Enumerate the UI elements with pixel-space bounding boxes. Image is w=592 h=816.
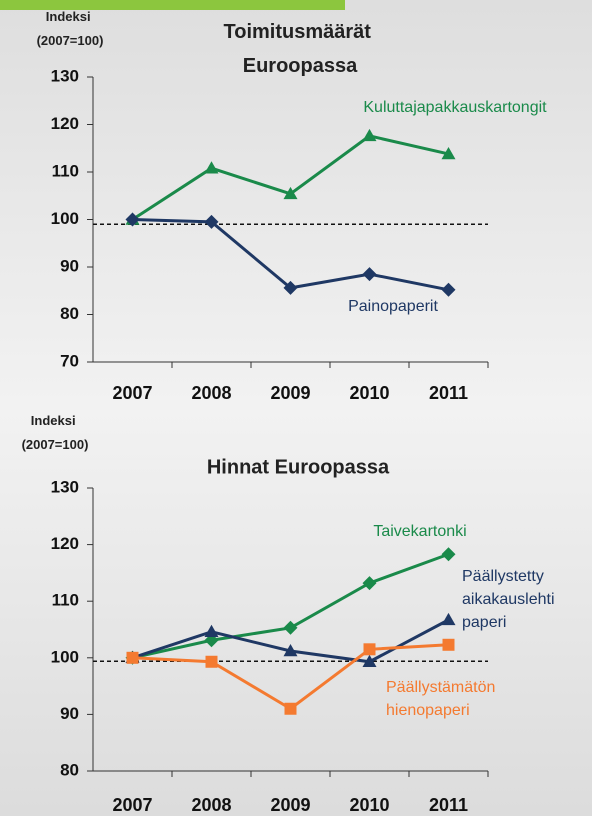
marker — [284, 702, 297, 715]
x-tick-label: 2010 — [349, 795, 389, 815]
marker — [126, 651, 139, 664]
chart-title: Hinnat Euroopassa — [207, 456, 390, 478]
x-tick-label: 2010 — [349, 383, 389, 403]
y-tick-label: 100 — [51, 647, 79, 666]
series-label: Painopaperit — [348, 298, 438, 315]
chart-title: Toimitusmäärät Euroopassa — [224, 21, 377, 77]
y-tick-label: 120 — [51, 534, 79, 553]
x-tick-label: 2011 — [429, 383, 468, 403]
marker — [441, 547, 456, 562]
marker — [362, 576, 377, 591]
x-tick-label: 2009 — [270, 795, 310, 815]
marker — [205, 655, 218, 668]
y-axis-label: Indeksi (2007=100) — [37, 9, 104, 48]
marker — [362, 128, 377, 142]
marker — [363, 643, 376, 656]
marker — [204, 624, 219, 638]
marker — [204, 161, 219, 174]
y-tick-label: 70 — [60, 351, 79, 370]
y-tick-label: 80 — [60, 304, 79, 323]
y-tick-label: 120 — [51, 114, 79, 133]
series-label: Taivekartonki — [373, 523, 466, 540]
marker — [283, 280, 298, 295]
y-tick-label: 90 — [60, 704, 79, 723]
marker — [283, 186, 298, 200]
y-tick-label: 100 — [51, 209, 79, 228]
series-label: Päällystämätön hienopaperi — [386, 679, 500, 719]
marker — [441, 612, 456, 626]
marker — [204, 214, 219, 229]
top-bar — [0, 0, 345, 10]
x-tick-label: 2007 — [112, 383, 152, 403]
y-tick-label: 90 — [60, 256, 79, 275]
y-axis-label: Indeksi (2007=100) — [22, 413, 89, 452]
series-label: Päällystetty aikakauslehti paperi — [462, 568, 559, 631]
marker — [283, 644, 298, 657]
marker — [283, 620, 298, 635]
marker — [125, 212, 140, 227]
y-tick-label: 110 — [52, 591, 79, 610]
y-tick-label: 80 — [60, 760, 79, 779]
x-tick-label: 2009 — [270, 383, 310, 403]
y-tick-label: 130 — [51, 66, 79, 85]
x-tick-label: 2007 — [112, 795, 152, 815]
y-tick-label: 130 — [51, 477, 79, 496]
marker — [362, 267, 377, 282]
x-tick-label: 2011 — [429, 795, 468, 815]
series-label: Kuluttajapakkauskartongit — [363, 99, 547, 116]
marker — [362, 654, 377, 668]
marker — [441, 146, 456, 160]
marker — [442, 638, 455, 651]
x-tick-label: 2008 — [191, 383, 231, 403]
x-tick-label: 2008 — [191, 795, 231, 815]
y-tick-label: 110 — [52, 161, 79, 180]
marker — [441, 282, 456, 297]
